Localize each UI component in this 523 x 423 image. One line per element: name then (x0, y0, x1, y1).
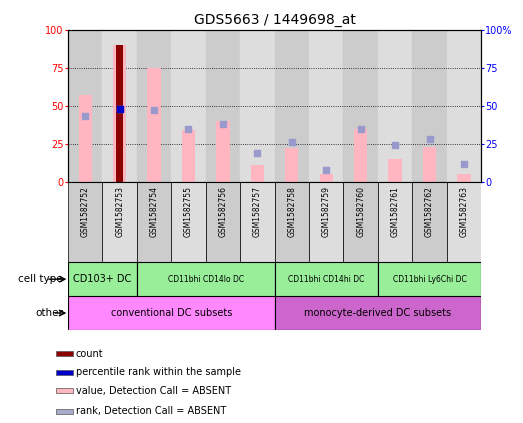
Bar (116, 45, 123, 182)
Point (150, 107, 158, 114)
Bar (56, 409, 73, 414)
Bar (457, 174, 471, 182)
Bar (56, 388, 73, 393)
Text: percentile rank within the sample: percentile rank within the sample (76, 367, 241, 377)
Text: rank, Detection Call = ABSENT: rank, Detection Call = ABSENT (76, 406, 226, 416)
Bar (275, 262, 378, 296)
Bar (240, 30, 275, 182)
Text: cell type: cell type (18, 274, 63, 284)
Text: value, Detection Call = ABSENT: value, Detection Call = ABSENT (76, 386, 231, 396)
Text: GSM1582762: GSM1582762 (425, 186, 434, 237)
Bar (56, 351, 73, 356)
Text: monocyte-derived DC subsets: monocyte-derived DC subsets (304, 308, 451, 318)
Bar (285, 148, 299, 182)
Bar (206, 30, 240, 182)
Point (219, 121, 227, 127)
Bar (378, 30, 412, 182)
Bar (412, 30, 447, 182)
Bar (447, 182, 481, 262)
Point (322, 166, 331, 173)
Point (425, 136, 434, 143)
Point (288, 139, 296, 146)
Bar (240, 182, 275, 262)
Bar (275, 182, 309, 262)
Bar (275, 296, 481, 330)
Bar (137, 262, 275, 296)
Bar (137, 30, 172, 182)
Bar (103, 30, 137, 182)
Point (357, 125, 365, 132)
Bar (103, 182, 137, 262)
Point (116, 105, 124, 112)
Point (116, 105, 124, 112)
Bar (147, 68, 161, 182)
Bar (68, 262, 137, 296)
Text: CD103+ DC: CD103+ DC (73, 274, 132, 284)
Bar (344, 182, 378, 262)
Text: CD11bhi CD14lo DC: CD11bhi CD14lo DC (168, 275, 244, 284)
Bar (68, 182, 103, 262)
Bar (378, 262, 481, 296)
Text: GSM1582759: GSM1582759 (322, 186, 331, 237)
Bar (344, 30, 378, 182)
Text: GSM1582761: GSM1582761 (391, 186, 400, 237)
Bar (423, 147, 436, 182)
Bar (182, 130, 195, 182)
Point (81, 113, 89, 120)
Bar (172, 182, 206, 262)
Bar (389, 159, 402, 182)
Bar (309, 30, 344, 182)
Text: GSM1582752: GSM1582752 (81, 186, 90, 237)
Bar (206, 182, 240, 262)
Bar (412, 182, 447, 262)
Point (184, 125, 192, 132)
Bar (354, 129, 367, 182)
Bar (309, 182, 344, 262)
Text: GSM1582757: GSM1582757 (253, 186, 262, 237)
Text: CD11bhi CD14hi DC: CD11bhi CD14hi DC (288, 275, 365, 284)
Text: GSM1582753: GSM1582753 (115, 186, 124, 237)
Bar (447, 30, 481, 182)
Text: conventional DC subsets: conventional DC subsets (110, 308, 232, 318)
Text: GSM1582758: GSM1582758 (287, 186, 297, 237)
Title: GDS5663 / 1449698_at: GDS5663 / 1449698_at (194, 13, 356, 27)
Bar (68, 296, 275, 330)
Text: GSM1582756: GSM1582756 (219, 186, 228, 237)
Text: other: other (35, 308, 63, 318)
Bar (320, 174, 333, 182)
Text: count: count (76, 349, 104, 359)
Bar (113, 45, 126, 182)
Bar (68, 30, 103, 182)
Text: GSM1582754: GSM1582754 (150, 186, 158, 237)
Text: GSM1582755: GSM1582755 (184, 186, 193, 237)
Bar (217, 121, 230, 182)
Bar (137, 182, 172, 262)
Text: CD11bhi Ly6Chi DC: CD11bhi Ly6Chi DC (393, 275, 467, 284)
Bar (172, 30, 206, 182)
Point (253, 150, 262, 157)
Point (460, 160, 468, 167)
Bar (56, 370, 73, 375)
Text: GSM1582763: GSM1582763 (459, 186, 469, 237)
Bar (78, 95, 92, 182)
Bar (251, 165, 264, 182)
Point (391, 142, 399, 149)
Text: GSM1582760: GSM1582760 (356, 186, 365, 237)
Bar (275, 30, 309, 182)
Bar (378, 182, 412, 262)
